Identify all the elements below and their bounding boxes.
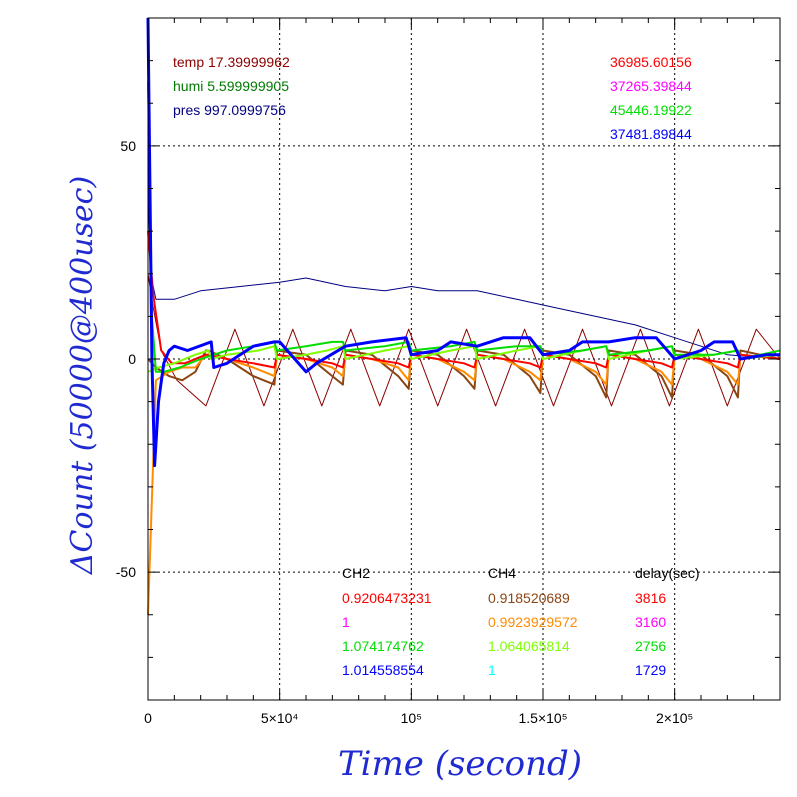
- x-axis-title: Time (second): [338, 744, 582, 784]
- ch4-value: 1: [488, 662, 496, 678]
- annotations: temp 17.39999962 humi 5.599999905 pres 997…: [173, 54, 700, 678]
- x-tick-label: 2×10⁵: [656, 710, 693, 726]
- table-header: CH4: [488, 565, 516, 581]
- rate-value: 45446.19922: [610, 102, 692, 118]
- ch2-value: 1: [342, 614, 350, 630]
- delay-value: 2756: [635, 638, 666, 654]
- series-line-2: [147, 273, 781, 407]
- series-line-8: [146, 17, 780, 468]
- ch2-value: 0.9206473231: [342, 590, 432, 606]
- series-group: [146, 17, 781, 615]
- ch4-value: 1.064065814: [488, 638, 570, 654]
- y-axis-title: ΔCount (50000@400usec): [65, 176, 100, 575]
- tick-labels: 0 5×10⁴ 10⁵ 1.5×10⁵ 2×10⁵ 50 0 -50: [116, 138, 694, 726]
- env-readout: temp 17.39999962: [173, 54, 290, 70]
- y-tick-label: -50: [116, 564, 136, 580]
- rate-value: 36985.60156: [610, 54, 692, 70]
- ch4-value: 0.9923929572: [488, 614, 578, 630]
- series-line-1: [147, 188, 781, 360]
- ticks: [148, 18, 780, 700]
- rate-value: 37481.89844: [610, 126, 692, 142]
- ch4-value: 0.918520689: [488, 590, 570, 606]
- x-tick-label: 10⁵: [401, 710, 422, 726]
- table-header: delay(sec): [635, 565, 700, 581]
- delay-value: 3160: [635, 614, 666, 630]
- ch2-value: 1.014558554: [342, 662, 424, 678]
- y-tick-label: 0: [128, 351, 136, 367]
- table-header: CH2: [342, 565, 370, 581]
- x-tick-label: 5×10⁴: [261, 710, 299, 726]
- ch2-value: 1.074174762: [342, 638, 424, 654]
- x-tick-label: 1.5×10⁵: [518, 710, 567, 726]
- rate-value: 37265.39844: [610, 78, 692, 94]
- env-readout: humi 5.599999905: [173, 78, 289, 94]
- env-readout: pres 997.0999756: [173, 102, 286, 118]
- x-tick-label: 0: [144, 710, 152, 726]
- y-tick-label: 50: [120, 138, 136, 154]
- delay-value: 3816: [635, 590, 666, 606]
- delay-value: 1729: [635, 662, 666, 678]
